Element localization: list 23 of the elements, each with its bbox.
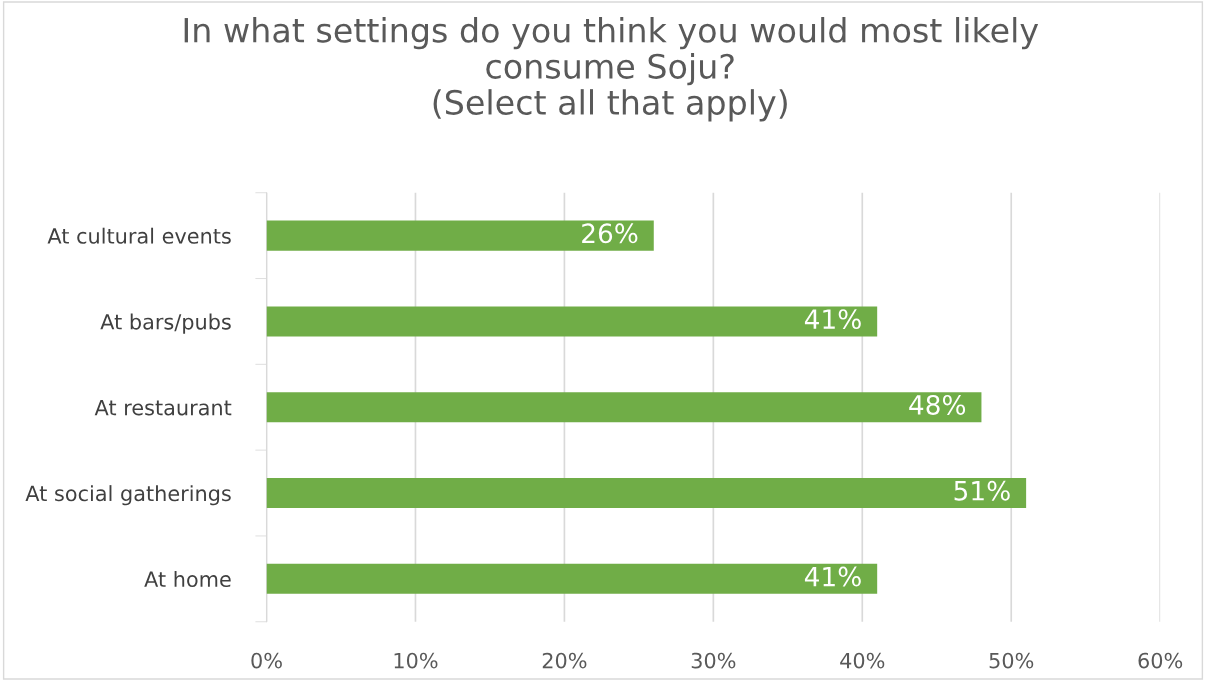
y-tick-label: At bars/pubs bbox=[100, 313, 231, 334]
x-tick-label: 30% bbox=[691, 652, 736, 669]
data-label: 41% bbox=[804, 566, 861, 587]
chart-title: In what settings do you think you would most likely consume Soju? (Select all that apply) bbox=[184, 17, 1039, 122]
y-tick-label: At home bbox=[144, 570, 231, 588]
x-tick-label: 40% bbox=[840, 652, 885, 669]
data-label: 51% bbox=[954, 480, 1010, 501]
y-tick-label: At cultural events bbox=[47, 227, 231, 244]
x-tick-label: 50% bbox=[989, 652, 1034, 669]
bar bbox=[266, 563, 878, 594]
x-tick-label: 60% bbox=[1138, 652, 1183, 669]
x-tick-label: 10% bbox=[394, 652, 438, 669]
x-tick-label: 20% bbox=[542, 652, 587, 669]
bar bbox=[266, 478, 1027, 509]
data-label: 26% bbox=[582, 223, 638, 244]
bar bbox=[266, 306, 878, 337]
bar bbox=[266, 220, 654, 251]
y-tick-label: At restaurant bbox=[94, 399, 232, 416]
x-tick-label: 0% bbox=[251, 652, 282, 669]
data-label: 41% bbox=[804, 309, 861, 330]
bar bbox=[266, 392, 982, 423]
data-label: 48% bbox=[909, 394, 966, 415]
y-tick-label: At social gatherings bbox=[25, 485, 231, 506]
